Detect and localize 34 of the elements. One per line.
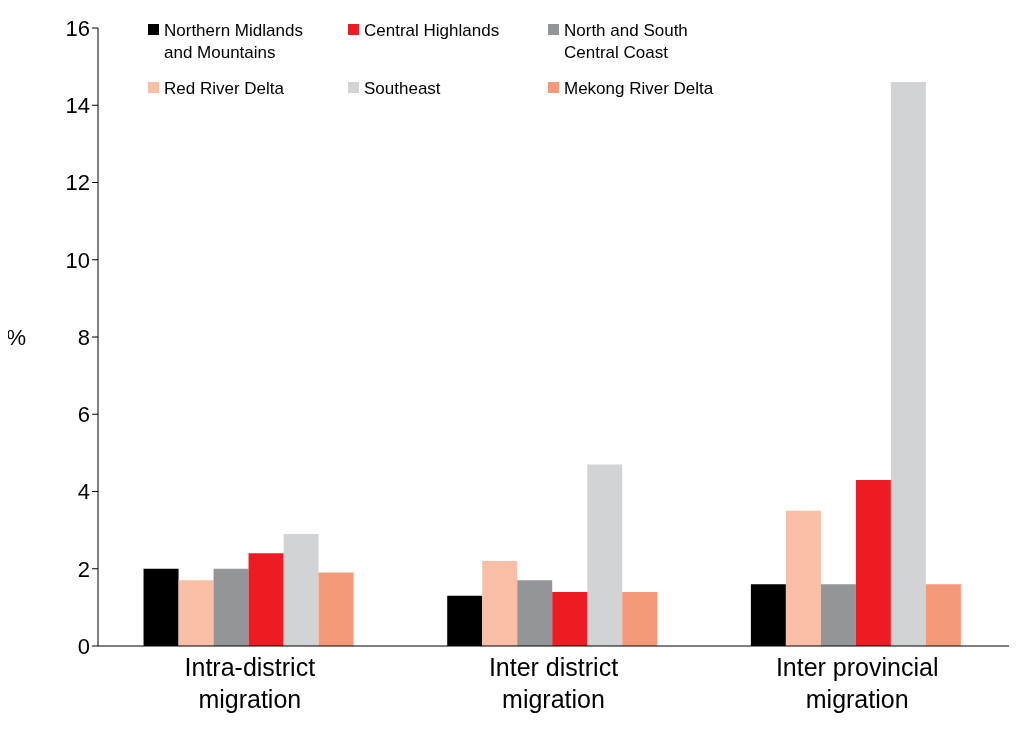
bar (213, 568, 249, 646)
bar (552, 591, 588, 646)
legend-label: Mekong River Delta (564, 78, 714, 100)
bar (622, 591, 658, 646)
legend-label: Southeast (364, 78, 441, 100)
legend-label: Northern Midlands and Mountains (164, 20, 304, 64)
y-tick-label: 2 (77, 556, 90, 582)
bar (587, 464, 623, 646)
bar (517, 580, 553, 646)
legend-label: North and South Central Coast (564, 20, 689, 64)
y-tick-label: 0 (77, 633, 90, 659)
bar (248, 553, 284, 646)
legend-label: Central Highlands (364, 20, 500, 42)
x-tick-label: Inter district migration (488, 653, 619, 713)
y-tick-label: 8 (77, 324, 90, 350)
bar (283, 533, 319, 646)
y-tick-label: 16 (65, 15, 90, 41)
y-tick-label: 12 (65, 170, 90, 196)
bar (785, 510, 821, 646)
x-tick-label: Inter provincial migration (775, 653, 939, 713)
bar (855, 479, 891, 646)
y-tick-label: 14 (65, 93, 90, 119)
bar (925, 584, 961, 646)
y-tick-label: 10 (65, 247, 90, 273)
bar (178, 580, 214, 646)
legend-label: Red River Delta (164, 78, 284, 100)
bar (482, 561, 518, 646)
y-tick-label: 4 (77, 479, 90, 505)
y-axis-title: % (6, 324, 26, 350)
bar (820, 584, 856, 646)
y-tick-label: 6 (77, 402, 90, 428)
bar (890, 82, 926, 646)
x-tick-label: Intra-district migration (184, 653, 316, 713)
bar (318, 572, 354, 646)
